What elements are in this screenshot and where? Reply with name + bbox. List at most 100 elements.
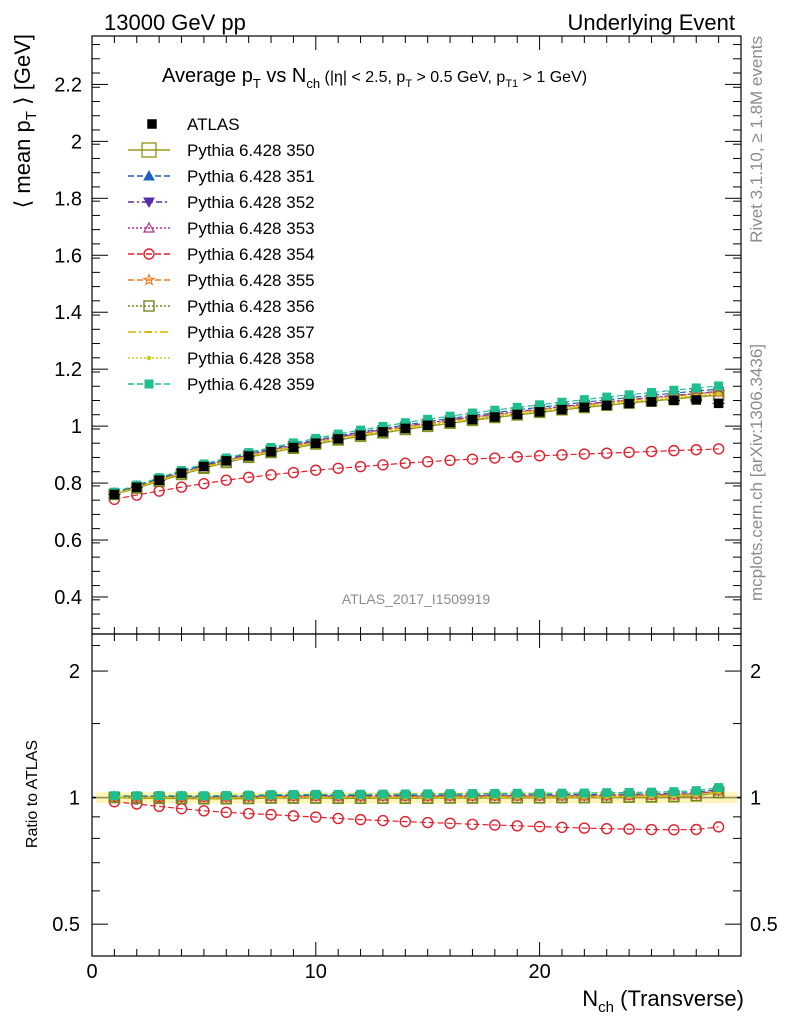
ratio-series-point [177,791,187,801]
ratio-y-axis-label: Ratio to ATLAS [24,740,41,848]
atlas-point [422,420,433,431]
ratio-series-point [333,789,343,799]
atlas-point [512,409,522,420]
ratio-series-point [556,821,568,834]
series-line [114,391,719,495]
rivet-label: Rivet 3.1.10, ≥ 1.8M events [747,36,766,243]
series-point [601,447,613,459]
series-point [377,459,389,471]
series-point [668,444,680,457]
atlas-point [311,438,321,448]
ratio-series-line [114,791,719,799]
series-point [198,477,210,490]
ratio-series-point [287,810,300,822]
series-point [220,474,232,486]
x-tick-label: 0 [86,961,97,983]
legend-marker [142,272,156,286]
series-point [690,444,702,456]
series-point [556,449,568,461]
atlas-point [646,397,657,407]
y-tick-label: 2 [71,131,82,153]
ratio-series-point [220,806,232,819]
series-point [421,456,434,468]
atlas-point [601,400,612,411]
series-point [354,460,367,473]
ratio-series-point [198,805,210,817]
ratio-series-point [490,788,500,798]
legend-marker [142,221,156,233]
ratio-series-point [288,789,298,799]
atlas-point [132,482,142,493]
legend-marker [143,248,155,260]
ratio-series-point [690,823,702,836]
atlas-point [624,398,634,409]
legend: ATLAS Pythia 6.428 350 Pythia 6.428 351 Pyt… [128,115,315,394]
axes-group: 0 10 20 0.4 0.6 0.8 1 1.2 1.4 1.6 1.8 2 2.2 0.5 0.5 1 1 2… [52,36,778,983]
atlas-point [534,407,545,417]
atlas-point [221,456,232,466]
ratio-series-point [310,811,322,823]
atlas-point [490,412,500,422]
legend-label: Pythia 6.428 355 [187,271,315,290]
series-point [579,395,589,405]
atlas-point [288,442,299,453]
ratio-series-point [511,820,523,832]
ratio-series-point [535,788,545,798]
series-line [114,393,719,495]
y-axis-label: ⟨ mean pT ⟩ [GeV] [10,34,40,208]
series-point [466,453,479,465]
atlas-point [557,404,567,415]
ratio-series-point [332,812,344,825]
y-tick-label: 1.8 [54,188,82,210]
series-point [511,451,523,463]
ratio-series-point [132,791,142,801]
ratio-series-point [266,790,276,800]
header-right-label: Underlying Event [567,10,735,35]
series-point [399,457,412,469]
ratio-series-point [242,807,255,820]
ratio-series-point [400,789,410,799]
series-point [489,452,501,464]
ratio-series-point [423,789,433,799]
plot-title: Average pT vs Nch (|η| < 2.5, pT > 0.5 G… [162,65,587,91]
series-line [114,448,719,500]
x-axis-label: Nch (Transverse) [582,986,744,1016]
ratio-series-point [533,820,546,833]
series-point [578,448,591,460]
header-left-label: 13000 GeV pp [104,10,246,35]
ratio-series-point [578,822,591,834]
legend-marker [144,379,154,389]
series-point [646,388,656,398]
atlas-point [378,427,388,437]
legend-marker [141,142,157,158]
y-tick-label: 0.8 [54,473,82,495]
ratio-series-point [466,818,479,830]
series-point [332,462,344,474]
ratio-series-point [602,788,612,798]
atlas-point [713,398,724,409]
series-point [310,464,322,476]
series-point [242,471,255,484]
ratio-series-point [354,813,367,826]
ratio-series-point [445,789,455,799]
ratio-series-point [399,815,412,828]
legend-label: Pythia 6.428 350 [187,141,315,160]
analysis-watermark: ATLAS_2017_I1509919 [342,591,491,607]
ratio-series-point [489,819,501,831]
ratio-tick-label: 0.5 [52,914,80,936]
ratio-series-point [378,789,388,799]
atlas-point [669,395,679,406]
series-point [602,392,612,402]
ratio-series-point [421,816,434,829]
ratio-lines-group [107,783,726,836]
series-point [624,390,634,400]
ratio-series-point [356,789,366,799]
ratio-series-point [444,817,456,830]
atlas-point [154,475,164,485]
atlas-point [109,489,120,500]
ratio-series-point [601,822,613,835]
x-tick-label: 20 [528,961,550,983]
ratio-series-point [579,788,589,798]
ratio-series-point [265,808,277,821]
ratio-series-line [114,801,719,831]
